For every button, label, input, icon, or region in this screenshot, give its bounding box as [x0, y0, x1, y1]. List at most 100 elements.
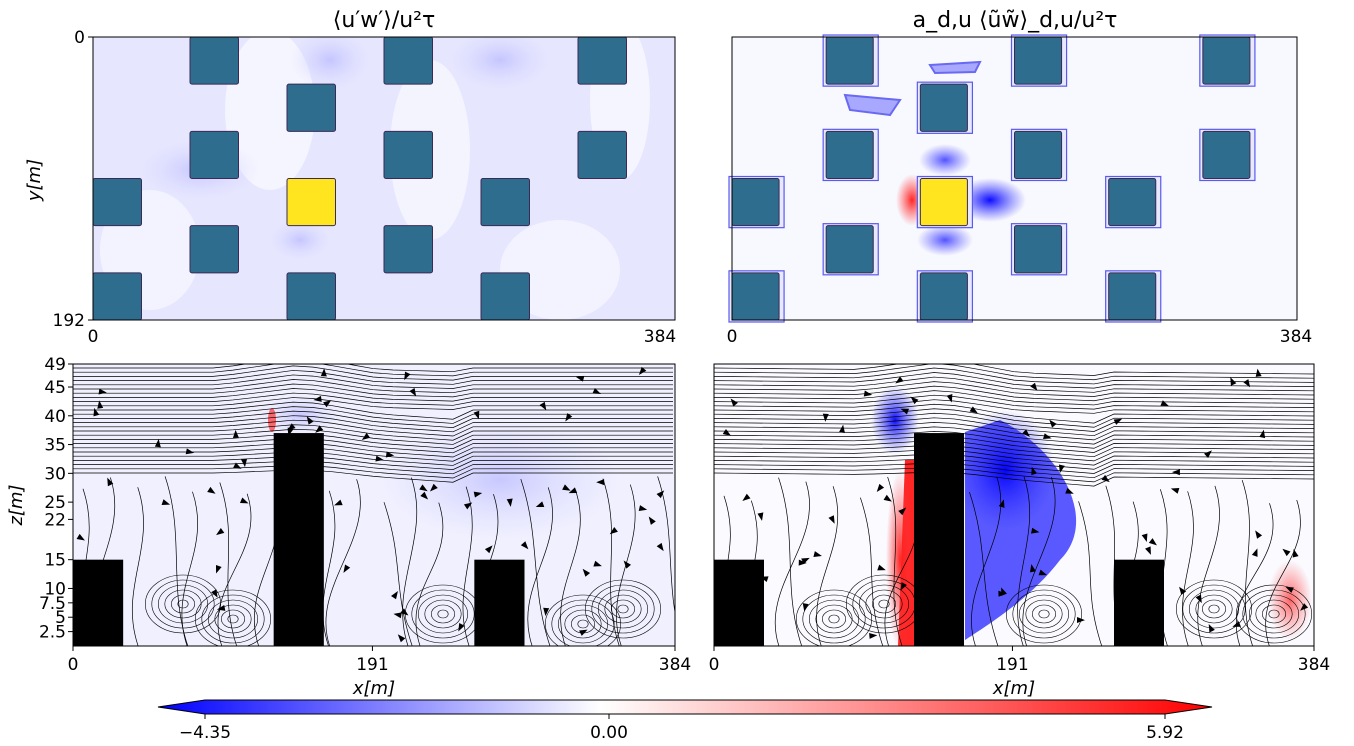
streamline-vortex [865, 589, 903, 619]
streamline-vortex [802, 594, 866, 644]
streamline-arrow [1029, 563, 1036, 573]
streamline [714, 367, 1314, 385]
axes-frame [713, 363, 1315, 647]
streamline [887, 476, 903, 646]
streamline-vortex [1195, 594, 1233, 624]
building [189, 36, 239, 85]
building-section [1114, 559, 1164, 646]
streamline [714, 471, 1314, 487]
streamline-arrow [1251, 548, 1258, 557]
streamline [73, 451, 673, 466]
streamline-arrow [375, 455, 384, 462]
building-footprints [92, 36, 627, 321]
streamline-vortex [1176, 579, 1253, 639]
streamline-arrow [241, 458, 248, 468]
streamline-vortex [1255, 599, 1293, 629]
building [731, 178, 780, 227]
target-building [286, 178, 336, 227]
streamline-arrow [1243, 379, 1251, 388]
streamline-arrow [969, 406, 978, 414]
streamline-arrow [1171, 469, 1180, 476]
streamline [325, 479, 361, 646]
streamline-arrow [393, 612, 402, 619]
streamline [1265, 499, 1301, 646]
y-tick-label: 2.5 [39, 623, 66, 643]
streamline-vortex [1038, 609, 1050, 619]
streamline [714, 376, 1314, 393]
streamline-arrow [313, 395, 322, 402]
building [286, 272, 336, 321]
streamline-arrow [1043, 433, 1052, 440]
streamline [73, 433, 673, 449]
streamline-vortex [171, 594, 196, 614]
streamline-arrow [98, 388, 107, 395]
streamline [402, 477, 418, 646]
streamline-arrow [463, 502, 473, 510]
streamline-arrow [1255, 368, 1262, 377]
streamline [73, 379, 673, 394]
streamline-arrow [1030, 382, 1038, 391]
building [577, 36, 627, 85]
building [825, 130, 874, 179]
building [383, 225, 433, 274]
building [189, 130, 239, 179]
streamline-arrow [1195, 594, 1202, 604]
x-tick-label: 0 [88, 327, 99, 347]
building-footprints [728, 34, 1256, 323]
x-tick-label: 384 [644, 327, 676, 347]
y-tick-label: 15 [44, 551, 66, 571]
streamline [969, 492, 999, 646]
streamline [714, 381, 1314, 397]
streamline-vortex [1012, 589, 1076, 639]
streamline-vortex [610, 599, 635, 619]
streamline [73, 415, 673, 433]
streamline-vortex [1032, 604, 1057, 624]
x-axis-label: x[m] [992, 678, 1035, 699]
streamline-arrow [76, 533, 85, 541]
streamline-arrow [207, 486, 216, 494]
streamline-vortex [584, 579, 661, 639]
streamline [73, 365, 673, 381]
streamline [219, 482, 238, 646]
y-tick-label: 7.5 [39, 594, 66, 614]
building-section [714, 559, 764, 646]
streamline-arrow [609, 526, 618, 535]
streamline-arrow [315, 425, 324, 433]
streamline [73, 460, 673, 475]
streamline [1017, 476, 1031, 646]
streamline [73, 383, 673, 398]
streamline-arrow [409, 387, 417, 397]
streamline [714, 458, 1314, 474]
building [1202, 130, 1251, 179]
streamline-arrow [1160, 400, 1169, 407]
streamline-arrow [1031, 466, 1037, 476]
streamline-arrow [216, 528, 225, 536]
y-tick-label: 35 [44, 436, 66, 456]
building [92, 178, 142, 227]
streamline-vortex [828, 614, 840, 624]
streamline [527, 487, 553, 646]
x-ticks: 0 191 384 [68, 646, 691, 675]
streamline [73, 428, 673, 445]
streamline-arrow [506, 498, 513, 507]
building [1202, 36, 1251, 85]
target-building [919, 178, 968, 227]
building [480, 272, 530, 321]
building [1108, 178, 1157, 227]
streamline-arrow [161, 499, 171, 505]
streamline-vortex [617, 604, 629, 614]
streamline [714, 408, 1314, 428]
streamline-arrow [656, 542, 664, 552]
x-ticks: 0 191 384 [709, 646, 1330, 675]
streamline-vortex [796, 589, 872, 646]
building [189, 225, 239, 274]
building [383, 36, 433, 85]
heatmap-shading [100, 37, 650, 320]
streamline-vortex [1242, 589, 1306, 639]
streamline-arrow [107, 477, 114, 487]
streamline-arrow [898, 507, 907, 516]
streamline [73, 370, 673, 385]
streamline [714, 449, 1314, 466]
building [825, 36, 874, 85]
streamline-arrow [910, 396, 919, 405]
